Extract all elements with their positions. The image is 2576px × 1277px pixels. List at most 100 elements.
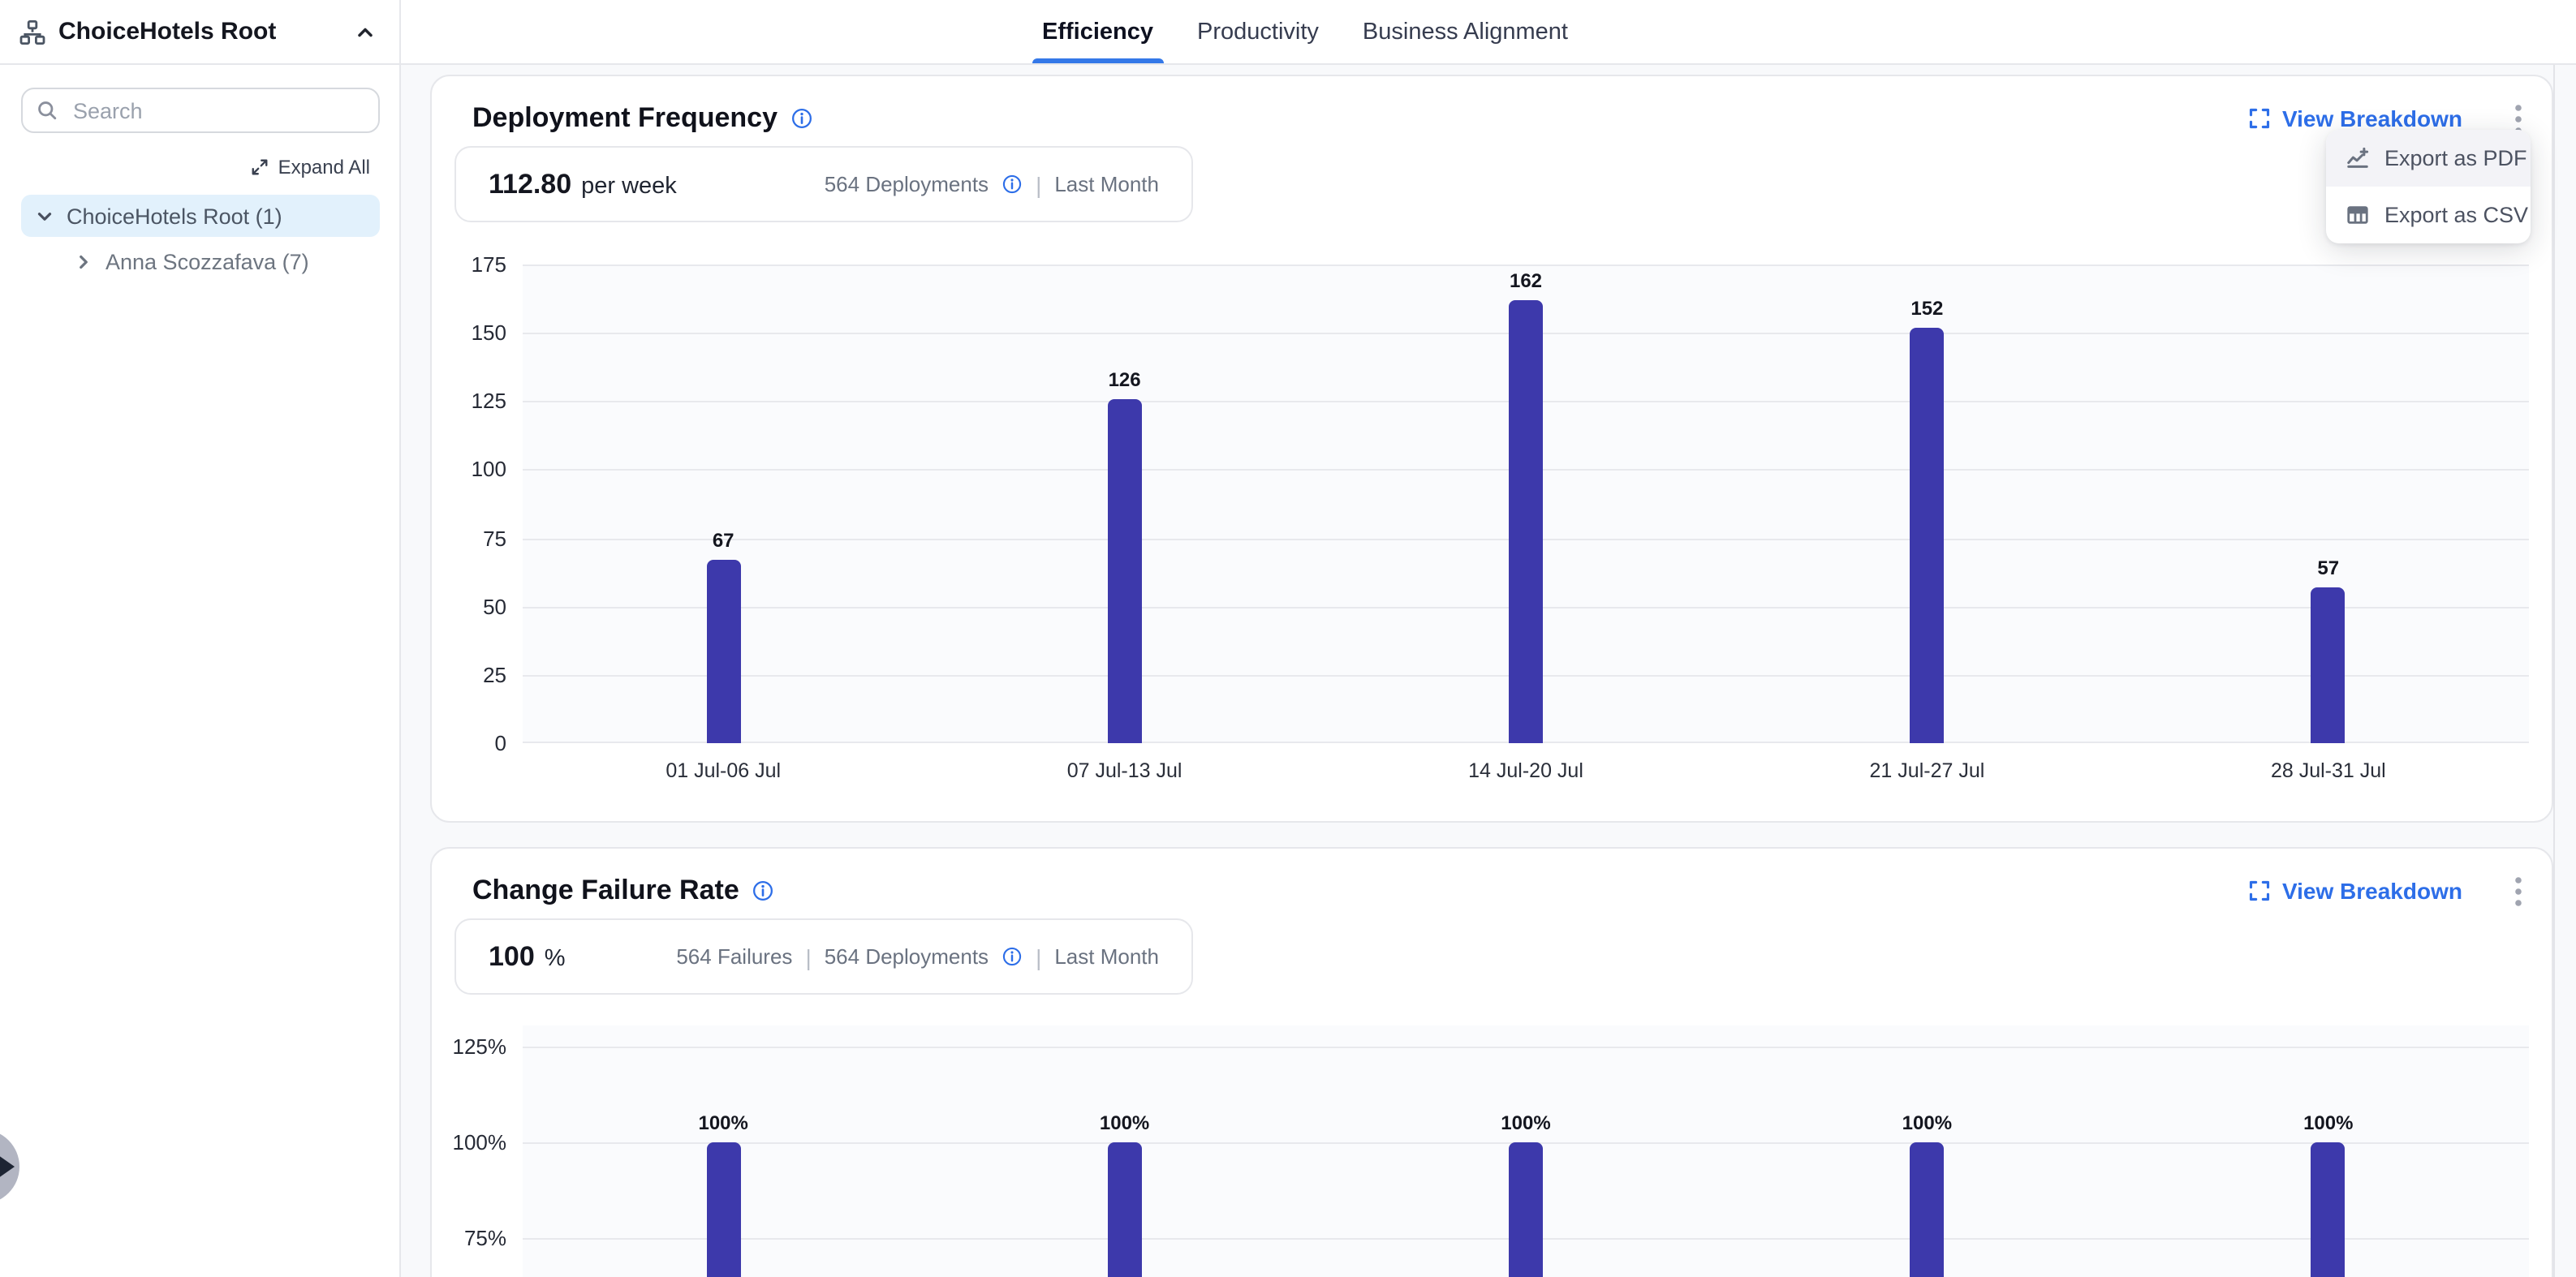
y-tick-label: 150	[471, 320, 506, 346]
bar-01 Jul-06 Jul[interactable]	[706, 560, 741, 743]
deployment-frequency-chart: 0 25 50 75 100 125 150 175 67 126 162 152 57 01 Jul…	[454, 252, 2529, 782]
chart-line-plus-icon	[2346, 146, 2370, 170]
tab-business-alignment[interactable]: Business Alignment	[1356, 0, 1574, 63]
bar-07 Jul-13 Jul[interactable]	[1107, 398, 1142, 743]
main-area: Efficiency Productivity Business Alignme…	[401, 0, 2576, 1277]
info-icon[interactable]	[1002, 946, 1023, 967]
bar-value-label: 152	[1910, 296, 1944, 320]
content-area: Deployment Frequency	[401, 65, 2576, 1277]
tab-efficiency[interactable]: Efficiency	[1032, 0, 1163, 63]
card-title: Deployment Frequency	[472, 102, 778, 133]
tree-item-choicehotels-root[interactable]: ChoiceHotels Root (1)	[21, 195, 380, 237]
failures-count: 564 Failures	[676, 944, 793, 969]
expand-all-button[interactable]: Expand All	[241, 154, 380, 180]
kebab-menu-button[interactable]	[2508, 872, 2529, 909]
tree-item-anna-scozzafava[interactable]: Anna Scozzafava (7)	[60, 240, 380, 282]
menu-item-export-pdf[interactable]: Export as PDF	[2326, 130, 2531, 187]
bar-21 Jul-27 Jul[interactable]	[1910, 1142, 1945, 1277]
play-triangle-icon	[0, 1155, 15, 1178]
tab-productivity[interactable]: Productivity	[1191, 0, 1325, 63]
tabs: Efficiency Productivity Business Alignme…	[1032, 0, 1574, 63]
y-tick-label: 125	[471, 389, 506, 414]
menu-item-label: Export as PDF	[2384, 146, 2527, 170]
search-input[interactable]	[70, 97, 365, 124]
x-axis-label: 01 Jul-06 Jul	[666, 759, 782, 782]
y-axis: 0 25 50 75 100 125 150 175	[454, 252, 523, 755]
x-axis-labels: 01 Jul-06 Jul 07 Jul-13 Jul 14 Jul-20 Jul 2…	[523, 743, 2529, 782]
deployments-count: 564 Deployments	[824, 944, 989, 969]
y-tick-label: 175	[471, 252, 506, 277]
y-tick-label: 75	[483, 526, 506, 551]
stat-unit: %	[544, 945, 566, 971]
kebab-icon	[2514, 875, 2522, 906]
plot-area: 67 126 162 152 57	[523, 264, 2529, 743]
separator: |	[1036, 944, 1042, 970]
view-breakdown-button[interactable]: View Breakdown	[2238, 876, 2472, 905]
tree-item-label: Anna Scozzafava (7)	[106, 249, 309, 273]
gridline	[523, 1046, 2529, 1048]
bar-value-label: 100%	[1099, 1111, 1150, 1134]
chevron-down-icon[interactable]	[34, 205, 55, 226]
org-chart-icon	[19, 19, 45, 45]
bar-07 Jul-13 Jul[interactable]	[1107, 1142, 1142, 1277]
view-breakdown-label: View Breakdown	[2281, 878, 2462, 904]
deployment-frequency-card: Deployment Frequency	[430, 75, 2553, 823]
change-failure-rate-chart: 125% 100% 75% 100% 100% 100% 100% 100%	[452, 1025, 2529, 1277]
scrollbar-track[interactable]	[2553, 65, 2576, 1277]
fullscreen-icon	[2248, 879, 2271, 902]
sidebar: ChoiceHotels Root	[0, 0, 401, 1277]
card-header: Change Failure Rate	[454, 870, 2529, 912]
period-label: Last Month	[1054, 944, 1159, 969]
sidebar-collapse-button[interactable]	[351, 17, 380, 46]
tab-label: Business Alignment	[1362, 19, 1568, 45]
tab-label: Efficiency	[1042, 19, 1153, 45]
menu-item-label: Export as CSV	[2384, 203, 2529, 227]
info-icon[interactable]	[752, 879, 775, 902]
view-breakdown-button[interactable]: View Breakdown	[2238, 104, 2472, 133]
sidebar-title: ChoiceHotels Root	[58, 18, 277, 45]
chevron-right-icon[interactable]	[73, 251, 94, 272]
search-icon	[36, 99, 58, 122]
x-axis-label: 28 Jul-31 Jul	[2270, 759, 2386, 782]
bar-value-label: 100%	[698, 1111, 748, 1134]
bar-14 Jul-20 Jul[interactable]	[1509, 1142, 1543, 1277]
view-breakdown-label: View Breakdown	[2281, 105, 2462, 131]
tree-item-label: ChoiceHotels Root (1)	[67, 204, 282, 228]
expand-all-icon	[251, 157, 270, 177]
y-tick-label: 125%	[452, 1034, 507, 1059]
bar-value-label: 162	[1509, 269, 1543, 292]
x-axis-label: 21 Jul-27 Jul	[1869, 759, 1985, 782]
active-tab-underline	[1032, 58, 1163, 63]
bar-value-label: 100%	[1501, 1111, 1551, 1134]
bar-value-label: 100%	[2303, 1111, 2354, 1134]
stat-summary-box: 112.80 per week 564 Deployments |	[454, 146, 1193, 222]
stat-summary-box: 100 % 564 Failures | 564 Deployments	[454, 918, 1193, 995]
bar-14 Jul-20 Jul[interactable]	[1509, 299, 1543, 743]
fullscreen-icon	[2248, 107, 2271, 130]
sidebar-body: Expand All ChoiceHotels Root (1)	[0, 65, 399, 282]
gridline	[523, 264, 2529, 266]
change-failure-rate-card: Change Failure Rate	[430, 847, 2553, 1277]
bar-28 Jul-31 Jul[interactable]	[2311, 1142, 2346, 1277]
info-icon[interactable]	[1002, 174, 1023, 195]
y-tick-label: 100%	[452, 1130, 507, 1154]
export-menu: Export as PDF Export as CSV	[2326, 130, 2531, 243]
y-tick-label: 0	[494, 731, 506, 755]
y-tick-label: 25	[483, 662, 506, 687]
bar-value-label: 100%	[1902, 1111, 1953, 1134]
sidebar-header: ChoiceHotels Root	[0, 0, 399, 65]
card-title: Change Failure Rate	[472, 875, 739, 905]
card-header: Deployment Frequency	[454, 97, 2529, 140]
x-axis-label: 07 Jul-13 Jul	[1066, 759, 1182, 782]
bar-value-label: 126	[1108, 368, 1141, 391]
bar-28 Jul-31 Jul[interactable]	[2311, 587, 2346, 743]
y-tick-label: 75%	[463, 1226, 506, 1251]
y-tick-label: 100	[471, 457, 506, 482]
menu-item-export-csv[interactable]: Export as CSV	[2326, 187, 2531, 243]
bar-01 Jul-06 Jul[interactable]	[706, 1142, 741, 1277]
info-icon[interactable]	[790, 107, 813, 130]
plot-area: 100% 100% 100% 100% 100%	[523, 1025, 2529, 1277]
bar-21 Jul-27 Jul[interactable]	[1910, 327, 1945, 743]
stat-unit: per week	[581, 173, 677, 199]
